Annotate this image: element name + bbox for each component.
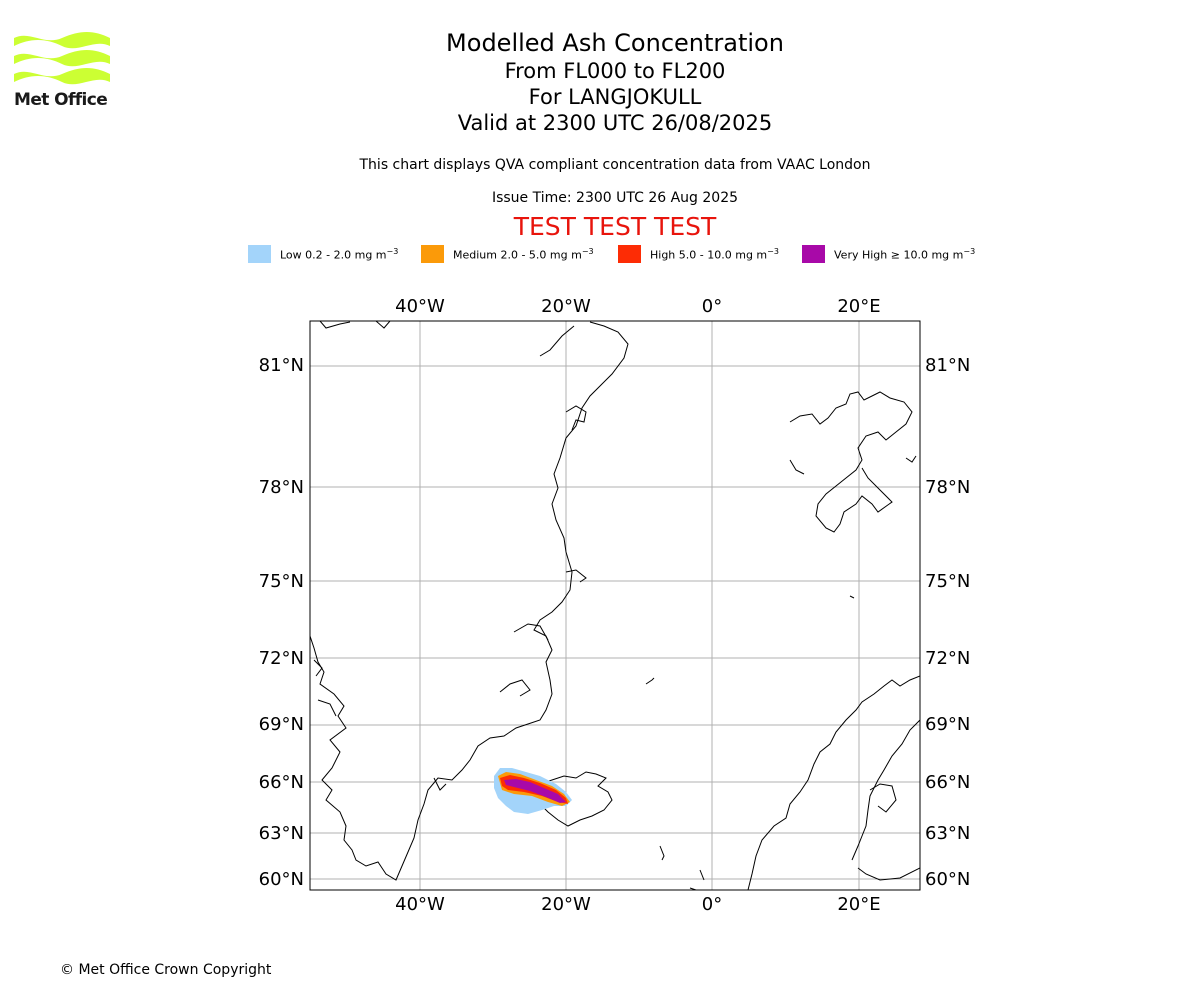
- coastlines: [310, 321, 920, 890]
- chart-title: Modelled Ash Concentration: [446, 29, 784, 57]
- lon-label-top-20e: 20°E: [837, 296, 880, 317]
- chart-title-block: Modelled Ash Concentration From FL000 to…: [315, 28, 915, 136]
- valid-time: Valid at 2300 UTC 26/08/2025: [457, 111, 773, 135]
- lat-label-right-66n: 66°N: [925, 772, 970, 793]
- lat-label-left-66n: 66°N: [259, 772, 304, 793]
- legend-label-high: High 5.0 - 10.0 mg m−3: [650, 246, 779, 262]
- met-office-logo-text: Met Office: [14, 90, 108, 110]
- map-frame: [309, 320, 921, 891]
- svalbard-coast: [789, 391, 913, 533]
- issue-time: Issue Time: 2300 UTC 26 Aug 2025: [491, 190, 739, 206]
- norway-coast: [747, 675, 920, 890]
- iceland-coast: [535, 771, 613, 827]
- map-gridlines: [310, 321, 920, 890]
- lat-label-left-75n: 75°N: [259, 571, 304, 592]
- lat-label-left-81n: 81°N: [259, 355, 304, 376]
- met-office-logo: Met Office: [14, 30, 110, 112]
- legend-swatch-medium: [421, 245, 444, 263]
- lat-label-right-69n: 69°N: [925, 714, 970, 735]
- legend-item-low: Low 0.2 - 2.0 mg m−3: [248, 244, 398, 264]
- lon-label-bottom-20e: 20°E: [837, 894, 880, 915]
- legend-item-very-high: Very High ≥ 10.0 mg m−3: [802, 244, 975, 264]
- lat-label-right-78n: 78°N: [925, 477, 970, 498]
- lon-label-bottom-20w: 20°W: [541, 894, 591, 915]
- lon-label-top-40w: 40°W: [395, 296, 445, 317]
- legend-label-low: Low 0.2 - 2.0 mg m−3: [280, 246, 399, 262]
- lat-label-right-60n: 60°N: [925, 869, 970, 890]
- lon-label-bottom-40w: 40°W: [395, 894, 445, 915]
- lon-label-top-20w: 20°W: [541, 296, 591, 317]
- level-range: From FL000 to FL200: [504, 59, 726, 83]
- legend-label-medium: Medium 2.0 - 5.0 mg m−3: [453, 246, 594, 262]
- lat-label-right-72n: 72°N: [925, 648, 970, 669]
- lon-label-bottom-0: 0°: [702, 894, 722, 915]
- lat-label-right-81n: 81°N: [925, 355, 970, 376]
- lat-label-left-60n: 60°N: [259, 869, 304, 890]
- lat-label-left-63n: 63°N: [259, 823, 304, 844]
- legend-swatch-high: [618, 245, 641, 263]
- greenland-coast: [310, 321, 629, 881]
- legend-item-high: High 5.0 - 10.0 mg m−3: [618, 244, 779, 264]
- legend-swatch-very-high: [802, 245, 825, 263]
- lat-label-right-75n: 75°N: [925, 571, 970, 592]
- met-office-waves-icon: [14, 32, 110, 85]
- ash-very-high-region: [504, 779, 566, 803]
- copyright-notice: © Met Office Crown Copyright: [60, 962, 272, 978]
- lat-label-left-69n: 69°N: [259, 714, 304, 735]
- lat-label-right-63n: 63°N: [925, 823, 970, 844]
- lat-label-left-72n: 72°N: [259, 648, 304, 669]
- test-banner: TEST TEST TEST: [513, 212, 717, 241]
- lon-label-top-0: 0°: [702, 296, 722, 317]
- ash-plume: [494, 768, 572, 814]
- volcano-name: For LANGJOKULL: [528, 85, 702, 109]
- chart-description: This chart displays QVA compliant concen…: [359, 157, 871, 173]
- lat-label-left-78n: 78°N: [259, 477, 304, 498]
- legend-label-very-high: Very High ≥ 10.0 mg m−3: [834, 246, 976, 262]
- legend-item-medium: Medium 2.0 - 5.0 mg m−3: [421, 244, 594, 264]
- map-background: [310, 321, 920, 890]
- legend-swatch-low: [248, 245, 271, 263]
